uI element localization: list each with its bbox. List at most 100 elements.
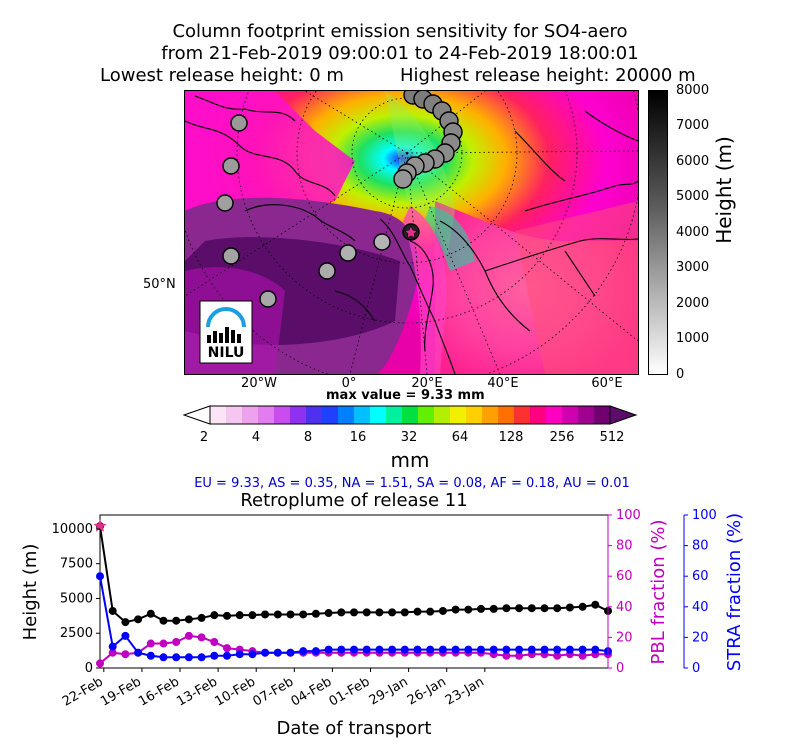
colorbar-swatch (530, 406, 547, 424)
stra-point (261, 648, 270, 657)
stra-point (299, 647, 308, 656)
height-cb-tick-8000: 8000 (676, 83, 710, 98)
height-point (540, 604, 549, 613)
height-point (134, 615, 143, 624)
height-point (362, 608, 371, 617)
height-point (477, 604, 485, 613)
height-point (108, 606, 117, 615)
height-point (565, 603, 574, 612)
stra-point (375, 645, 384, 654)
footprint-map-image: NILU (185, 91, 638, 374)
pbl-axis-tick-label: 0 (616, 661, 624, 676)
height-point (121, 618, 130, 627)
height-point (184, 615, 193, 624)
stra-point (426, 645, 435, 654)
height-point (324, 609, 333, 618)
pbl-axis-tick-label: 100 (616, 508, 641, 523)
colorbar-swatch (210, 406, 227, 424)
height-point (299, 610, 308, 619)
height-point (527, 604, 536, 613)
left-axis-tick-label: 7500 (60, 557, 93, 572)
x-axis-tick-label: 01-Feb (327, 674, 373, 709)
height-point (311, 609, 320, 618)
height-colorbar (648, 90, 668, 375)
height-cb-tick-1000: 1000 (676, 331, 710, 346)
sens-cb-tick-2: 2 (199, 430, 209, 445)
colorbar-swatch (482, 406, 499, 424)
x-axis-tick-label: 29-Jan (367, 674, 411, 708)
height-point (578, 602, 587, 611)
sens-cb-tick-512: 512 (599, 430, 625, 445)
lon-label-4: 60°E (591, 376, 623, 391)
colorbar-swatch (514, 406, 531, 424)
stra-point (273, 648, 282, 657)
height-point (223, 611, 231, 620)
x-axis-label: Date of transport (277, 718, 432, 739)
x-axis-tick-label: 10-Feb (212, 674, 258, 709)
pbl-point (223, 644, 231, 653)
stra-point (172, 653, 181, 662)
left-axis-tick-label: 5000 (60, 591, 93, 606)
stra-point (540, 645, 549, 654)
region-stats: EU = 9.33, AS = 0.35, NA = 1.51, SA = 0.… (194, 476, 630, 491)
colorbar-swatch (354, 406, 371, 424)
sens-cb-tick-256: 256 (549, 430, 575, 445)
left-axis-label: Height (m) (20, 544, 41, 641)
stra-point (388, 645, 397, 654)
x-axis-tick-label: 07-Feb (250, 674, 296, 709)
height-cb-tick-5000: 5000 (676, 189, 710, 204)
height-cb-tick-2000: 2000 (676, 296, 710, 311)
pbl-point (121, 650, 130, 659)
colorbar-swatch (418, 406, 435, 424)
height-point (451, 605, 460, 614)
release-star-marker (93, 519, 107, 532)
colorbar-swatch (498, 406, 515, 424)
colorbar-swatch (306, 406, 323, 424)
stra-point (489, 645, 498, 654)
stra-point (159, 653, 168, 662)
colorbar-swatch (338, 406, 355, 424)
pbl-axis-tick-label: 80 (616, 539, 633, 554)
colorbar-swatch (322, 406, 339, 424)
pbl-point (184, 631, 193, 640)
height-point (553, 604, 562, 613)
stra-axis-tick-label: 40 (692, 600, 709, 615)
height-point (515, 604, 524, 613)
colorbar-swatch (546, 406, 563, 424)
stra-point (223, 651, 231, 660)
stra-point (502, 645, 511, 654)
stra-axis-tick-label: 100 (692, 508, 717, 523)
max-value-label: max value = 9.33 mm (326, 388, 485, 403)
height-point (350, 608, 358, 617)
stra-point (311, 647, 320, 656)
stra-point (553, 645, 562, 654)
lowest-release-label: Lowest release height: 0 m (100, 65, 344, 86)
pbl-axis-tick-label: 60 (616, 569, 633, 584)
height-point (438, 606, 447, 615)
height-point (413, 607, 422, 616)
height-point (426, 607, 435, 616)
height-point (502, 604, 511, 613)
colorbar-swatch (386, 406, 403, 424)
stra-point (197, 653, 206, 662)
height-colorbar-label: Height (m) (712, 136, 736, 244)
stra-point (591, 645, 600, 654)
stra-axis-tick-label: 20 (692, 630, 709, 645)
left-axis-tick-label: 0 (85, 661, 93, 676)
stra-point (527, 645, 536, 654)
title-line-2: from 21-Feb-2019 09:00:01 to 24-Feb-2019… (161, 43, 639, 64)
sens-cb-tick-64: 64 (451, 430, 469, 445)
height-cb-tick-4000: 4000 (676, 225, 710, 240)
retroplume-chart: Retroplume of release 11 0 2500 5000 7500 10… (20, 490, 745, 739)
height-cb-tick-7000: 7000 (676, 118, 710, 133)
height-point (159, 616, 168, 625)
height-point (210, 611, 219, 620)
stra-point (438, 645, 447, 654)
stra-point (515, 645, 524, 654)
pbl-point (197, 633, 206, 642)
stra-point (477, 645, 485, 654)
stra-point (350, 645, 358, 654)
colorbar-swatch (226, 406, 243, 424)
sens-cb-tick-8: 8 (303, 430, 313, 445)
sens-cb-tick-128: 128 (498, 430, 524, 445)
